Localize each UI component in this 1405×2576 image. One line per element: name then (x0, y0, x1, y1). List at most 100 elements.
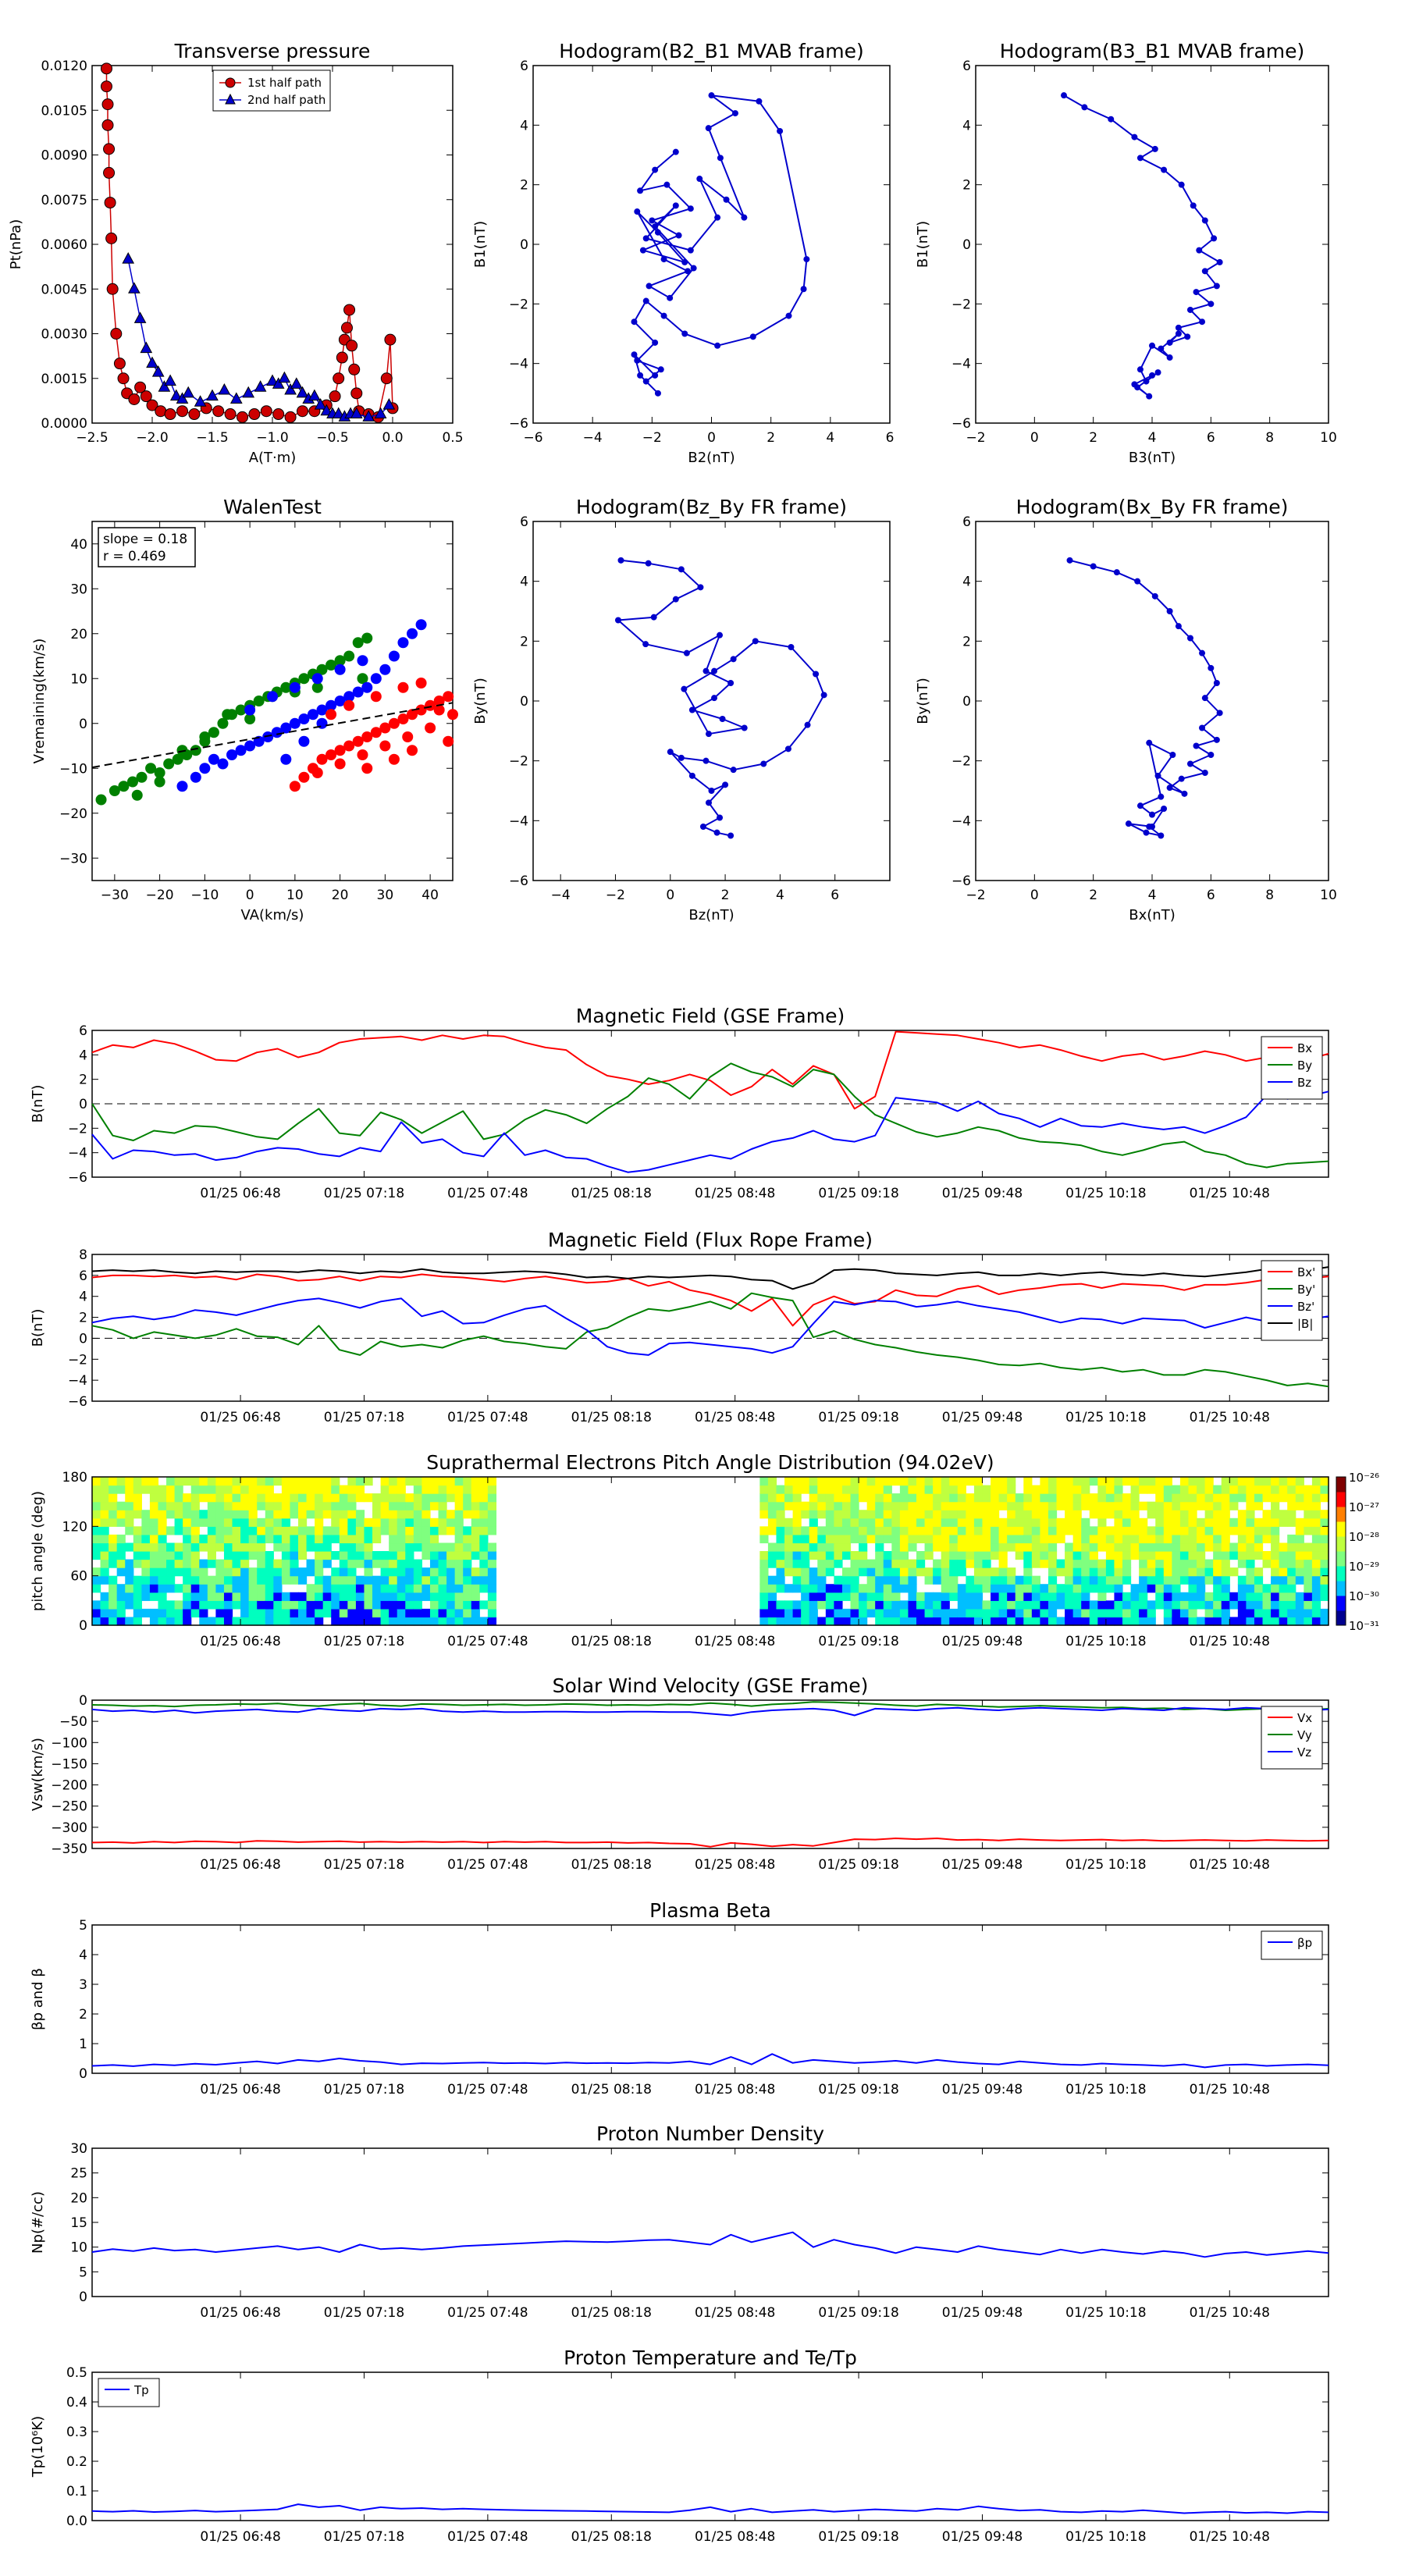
heatmap-cell (1122, 1551, 1132, 1560)
y-tick-label: −150 (51, 1756, 87, 1772)
heatmap-cell (141, 1542, 151, 1552)
heatmap-cell (1271, 1608, 1280, 1618)
heatmap-cell (281, 1592, 291, 1601)
x-tick-label: 01/25 08:18 (571, 2305, 652, 2321)
heatmap-cell (1015, 1510, 1024, 1519)
heatmap-cell (1048, 1592, 1058, 1601)
heatmap-cell (166, 1575, 176, 1585)
x-tick-label: 01/25 09:18 (818, 1857, 898, 1873)
heatmap-cell (834, 1559, 843, 1568)
heatmap-cell (1081, 1600, 1090, 1610)
heatmap-cell (841, 1534, 852, 1544)
heatmap-cell (1040, 1592, 1049, 1601)
heatmap-cell (891, 1517, 901, 1527)
heatmap-cell (825, 1517, 834, 1527)
heatmap-cell (776, 1501, 785, 1510)
heatmap-cell (331, 1600, 340, 1610)
heatmap-cell (1254, 1542, 1264, 1552)
heatmap-cell (422, 1567, 431, 1577)
heatmap-cell (883, 1592, 892, 1601)
heatmap-cell (413, 1592, 422, 1601)
heatmap-cell (1105, 1600, 1115, 1610)
colorbar-segment (1336, 1477, 1346, 1493)
heatmap-cell (991, 1617, 1000, 1626)
x-tick-label: −1.0 (256, 430, 288, 446)
heatmap-cell (215, 1510, 225, 1519)
heatmap-cell (908, 1477, 917, 1486)
heatmap-cell (174, 1600, 183, 1610)
data-point (678, 566, 685, 573)
heatmap-cell (298, 1575, 308, 1585)
heatmap-cell (891, 1567, 901, 1577)
data-point (1158, 832, 1165, 839)
heatmap-cell (487, 1567, 497, 1577)
heatmap-cell (841, 1510, 852, 1519)
heatmap-cell (1254, 1600, 1264, 1610)
heatmap-cell (817, 1575, 827, 1585)
heatmap-cell (1130, 1608, 1140, 1618)
heatmap-cell (438, 1567, 447, 1577)
heatmap-cell (1197, 1617, 1206, 1626)
heatmap-cell (1320, 1617, 1329, 1626)
heatmap-cell (1097, 1592, 1107, 1601)
data-point (1186, 306, 1193, 313)
heatmap-cell (1031, 1600, 1040, 1610)
heatmap-cell (463, 1542, 472, 1552)
data-point (722, 781, 729, 788)
heatmap-cell (1056, 1567, 1065, 1577)
heatmap-cell (1089, 1584, 1098, 1593)
heatmap-cell (298, 1567, 308, 1577)
heatmap-cell (1320, 1485, 1329, 1494)
heatmap-cell (232, 1493, 241, 1503)
heatmap-cell (405, 1526, 414, 1535)
heatmap-cell (1089, 1600, 1098, 1610)
heatmap-cell (924, 1534, 934, 1544)
data-point (131, 789, 143, 801)
heatmap-cell (166, 1559, 176, 1568)
heatmap-cell (1031, 1584, 1040, 1593)
heatmap-cell (1081, 1493, 1090, 1503)
heatmap-cell (1254, 1617, 1264, 1626)
heatmap-cell (924, 1592, 934, 1601)
heatmap-cell (223, 1534, 233, 1544)
heatmap-cell (776, 1510, 785, 1519)
heatmap-cell (429, 1517, 439, 1527)
heatmap-cell (257, 1517, 266, 1527)
heatmap-cell (1197, 1517, 1206, 1527)
heatmap-cell (1048, 1617, 1058, 1626)
data-point (443, 735, 454, 747)
heatmap-cell (1204, 1559, 1214, 1568)
heatmap-cell (957, 1551, 966, 1560)
heatmap-cell (1287, 1567, 1297, 1577)
heatmap-cell (240, 1584, 250, 1593)
heatmap-cell (1295, 1501, 1304, 1510)
data-point (741, 724, 748, 731)
heatmap-cell (933, 1542, 942, 1552)
heatmap-cell (1179, 1477, 1190, 1486)
x-tick-label: 01/25 07:18 (324, 2082, 404, 2097)
heatmap-cell (767, 1501, 777, 1510)
heatmap-cell (1271, 1542, 1280, 1552)
heatmap-cell (1130, 1592, 1140, 1601)
y-axis-label: By(nT) (472, 678, 489, 724)
x-axis-label: VA(km/s) (241, 907, 304, 923)
heatmap-cell (859, 1477, 868, 1486)
data-point (316, 753, 328, 765)
heatmap-cell (924, 1567, 934, 1577)
heatmap-cell (199, 1575, 208, 1585)
heatmap-cell (116, 1608, 126, 1618)
heatmap-cell (883, 1501, 892, 1510)
heatmap-cell (1287, 1534, 1297, 1544)
heatmap-cell (759, 1592, 769, 1601)
data-point (1146, 739, 1153, 746)
heatmap-cell (232, 1501, 241, 1510)
heatmap-cell (405, 1575, 414, 1585)
x-tick-label: 01/25 10:48 (1190, 1410, 1270, 1425)
heatmap-cell (240, 1600, 250, 1610)
heatmap-cell (389, 1608, 398, 1618)
heatmap-cell (1040, 1617, 1049, 1626)
x-tick-label: −2 (966, 430, 985, 446)
heatmap-cell (1081, 1608, 1090, 1618)
x-tick-label: 01/25 09:48 (942, 2529, 1023, 2545)
heatmap-cell (331, 1510, 340, 1519)
